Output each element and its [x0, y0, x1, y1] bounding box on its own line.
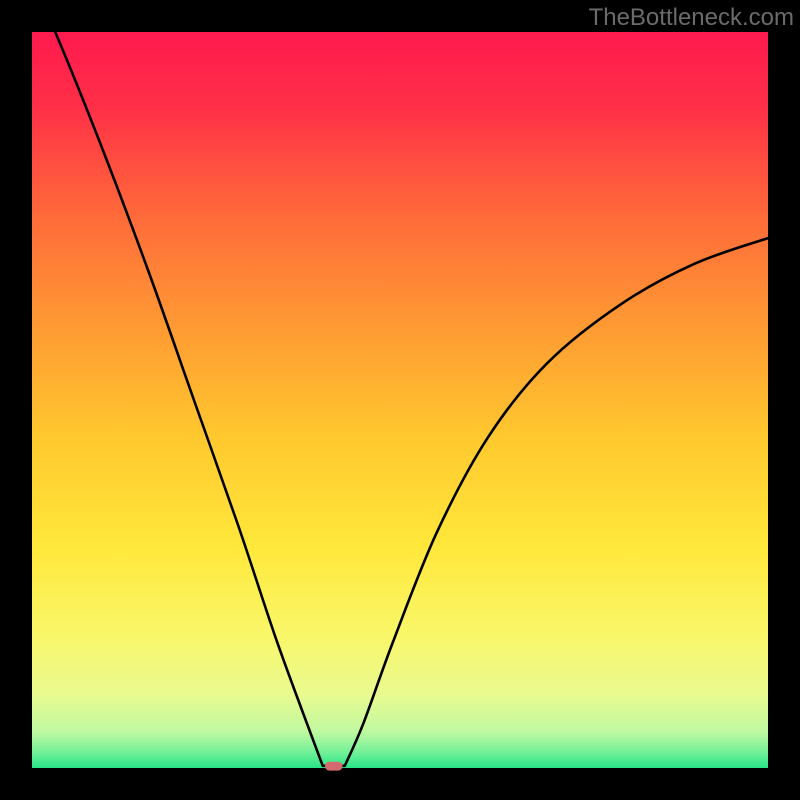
optimum-marker — [325, 762, 343, 771]
chart-stage: TheBottleneck.com — [0, 0, 800, 800]
chart-svg — [0, 0, 800, 800]
plot-area — [32, 32, 768, 768]
